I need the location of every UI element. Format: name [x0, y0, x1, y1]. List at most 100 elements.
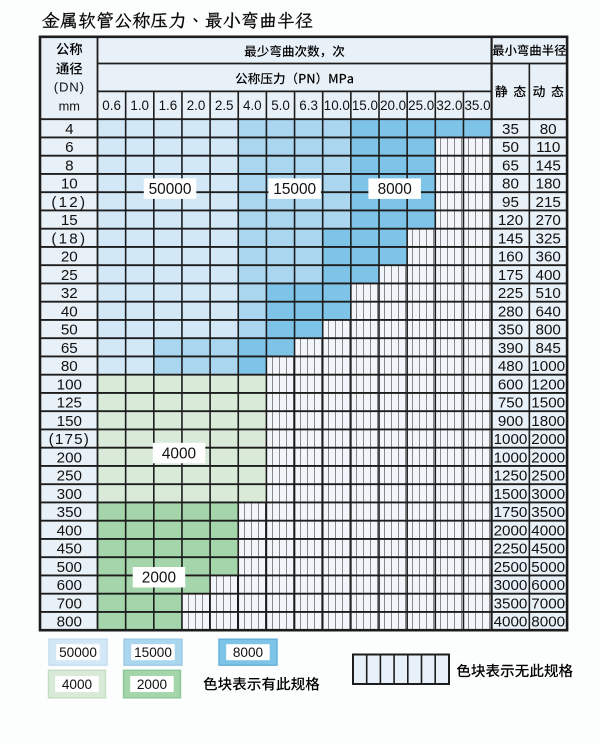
svg-text:0.6: 0.6	[102, 98, 121, 113]
svg-text:65: 65	[61, 340, 78, 357]
svg-text:1000: 1000	[531, 358, 565, 375]
svg-text:7000: 7000	[531, 595, 565, 612]
svg-text:480: 480	[498, 358, 523, 375]
svg-text:mm: mm	[59, 98, 80, 113]
svg-text:360: 360	[536, 249, 561, 266]
svg-text:175: 175	[498, 267, 523, 284]
svg-text:40: 40	[61, 303, 78, 320]
svg-text:2250: 2250	[494, 541, 528, 558]
svg-text:32: 32	[61, 285, 78, 302]
svg-text:6000: 6000	[531, 577, 565, 594]
svg-text:5.0: 5.0	[271, 98, 290, 113]
svg-text:110: 110	[536, 139, 560, 156]
svg-text:160: 160	[498, 249, 523, 266]
svg-text:1500: 1500	[494, 486, 528, 503]
svg-text:2.0: 2.0	[187, 98, 206, 113]
svg-text:4.0: 4.0	[243, 98, 262, 113]
svg-text:4000: 4000	[62, 677, 93, 692]
svg-text:80: 80	[502, 176, 519, 193]
svg-text:1500: 1500	[531, 395, 565, 412]
svg-text:65: 65	[502, 157, 519, 174]
svg-text:4500: 4500	[531, 541, 565, 558]
svg-text:200: 200	[57, 449, 82, 466]
svg-text:1200: 1200	[531, 376, 565, 393]
svg-text:3500: 3500	[531, 504, 565, 521]
svg-text:120: 120	[498, 212, 523, 229]
svg-text:(175): (175)	[49, 431, 90, 448]
svg-text:15000: 15000	[273, 181, 316, 198]
svg-text:600: 600	[498, 376, 523, 393]
svg-text:3000: 3000	[531, 486, 565, 503]
svg-text:(DN): (DN)	[54, 79, 85, 94]
svg-text:1.6: 1.6	[159, 98, 178, 113]
svg-text:4000: 4000	[162, 446, 196, 463]
svg-text:1250: 1250	[494, 468, 528, 485]
svg-text:20.0: 20.0	[380, 98, 406, 113]
svg-text:2500: 2500	[494, 559, 528, 576]
svg-text:2000: 2000	[494, 522, 528, 539]
svg-text:350: 350	[498, 322, 523, 339]
svg-text:125: 125	[57, 395, 82, 412]
svg-text:400: 400	[57, 522, 82, 539]
svg-text:50000: 50000	[149, 181, 192, 198]
svg-text:225: 225	[498, 285, 523, 302]
svg-text:95: 95	[502, 194, 519, 211]
svg-text:500: 500	[57, 559, 82, 576]
svg-text:800: 800	[536, 322, 561, 339]
svg-text:3500: 3500	[494, 595, 528, 612]
svg-text:15.0: 15.0	[352, 98, 378, 113]
svg-text:280: 280	[498, 303, 523, 320]
svg-text:100: 100	[57, 376, 82, 393]
svg-text:15000: 15000	[134, 645, 172, 660]
svg-text:270: 270	[536, 212, 561, 229]
svg-text:450: 450	[57, 541, 82, 558]
svg-text:25: 25	[61, 267, 78, 284]
svg-text:50: 50	[502, 139, 519, 156]
svg-text:250: 250	[57, 468, 82, 485]
svg-text:390: 390	[498, 340, 523, 357]
svg-text:400: 400	[536, 267, 561, 284]
svg-text:80: 80	[540, 121, 557, 138]
svg-text:510: 510	[536, 285, 561, 302]
svg-text:1.0: 1.0	[130, 98, 149, 113]
svg-text:8: 8	[65, 157, 73, 174]
svg-text:8000: 8000	[531, 614, 565, 631]
svg-text:10.0: 10.0	[324, 98, 350, 113]
svg-text:4000: 4000	[531, 522, 565, 539]
svg-text:4: 4	[65, 121, 73, 138]
svg-text:(18): (18)	[51, 230, 87, 247]
svg-text:2000: 2000	[531, 431, 565, 448]
svg-text:2000: 2000	[137, 677, 168, 692]
svg-text:1750: 1750	[494, 504, 528, 521]
svg-text:325: 325	[536, 230, 561, 247]
svg-text:300: 300	[57, 486, 82, 503]
svg-text:2500: 2500	[531, 468, 565, 485]
svg-text:10: 10	[61, 176, 78, 193]
svg-text:15: 15	[61, 212, 78, 229]
svg-text:6: 6	[65, 139, 73, 156]
svg-text:8000: 8000	[378, 181, 412, 198]
svg-text:32.0: 32.0	[436, 98, 462, 113]
svg-text:8000: 8000	[233, 645, 264, 660]
svg-text:350: 350	[57, 504, 82, 521]
svg-text:145: 145	[498, 230, 523, 247]
svg-text:3000: 3000	[494, 577, 528, 594]
svg-text:6.3: 6.3	[299, 98, 318, 113]
svg-text:25.0: 25.0	[408, 98, 434, 113]
svg-text:1800: 1800	[531, 413, 565, 430]
svg-text:(12): (12)	[51, 194, 87, 211]
svg-text:750: 750	[498, 395, 523, 412]
svg-text:180: 180	[536, 176, 561, 193]
svg-text:5000: 5000	[531, 559, 565, 576]
svg-text:845: 845	[536, 340, 561, 357]
svg-text:640: 640	[536, 303, 561, 320]
svg-text:35.0: 35.0	[464, 98, 490, 113]
svg-text:700: 700	[57, 595, 82, 612]
svg-text:800: 800	[57, 614, 82, 631]
svg-text:145: 145	[536, 157, 561, 174]
svg-text:150: 150	[57, 413, 82, 430]
svg-text:215: 215	[536, 194, 561, 211]
svg-text:50: 50	[61, 322, 78, 339]
svg-text:2000: 2000	[142, 570, 176, 587]
svg-text:600: 600	[57, 577, 82, 594]
